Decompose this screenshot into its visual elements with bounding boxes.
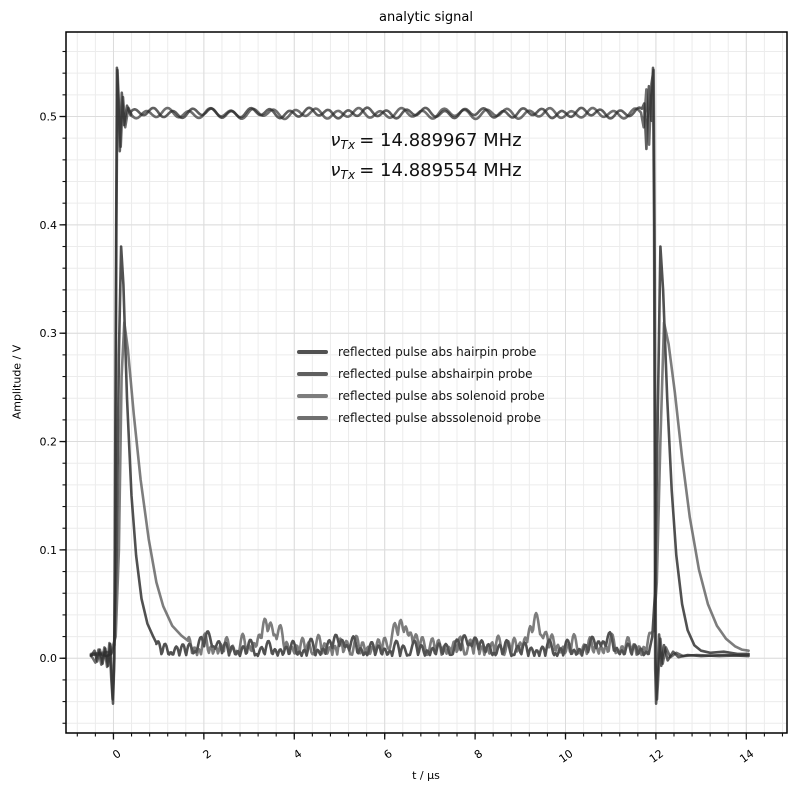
legend-line-swatch	[297, 350, 328, 354]
legend-label: reflected pulse abssolenoid probe	[338, 411, 541, 425]
y-tick-label: 0.1	[40, 544, 58, 557]
series-reflected-pulse-abshairpin-probe	[89, 66, 750, 705]
y-tick-label: 0.5	[40, 111, 58, 124]
x-tick-label: 2	[201, 747, 214, 762]
x-tick-labels: 0 2 4 6 8 10 12 14	[110, 747, 756, 766]
x-tick-label: 0	[110, 747, 123, 762]
x-tick-label: 12	[647, 747, 666, 766]
legend-item: reflected pulse abs hairpin probe	[297, 341, 545, 363]
series-reflected-pulse-abssolenoid-probe	[89, 68, 750, 701]
x-tick-label: 14	[737, 747, 756, 766]
series-paths	[89, 66, 750, 705]
chart-title: analytic signal	[379, 10, 473, 25]
y-axis-label: Amplitude / V	[10, 344, 24, 420]
plot-frame	[65, 31, 788, 734]
x-tick-label: 8	[472, 747, 485, 762]
y-tick-label: 0.4	[40, 219, 58, 232]
legend-line-swatch	[297, 372, 328, 376]
series-reflected-pulse-abs-hairpin-probe	[89, 245, 750, 658]
x-axis-label: t / µs	[412, 769, 440, 782]
x-tick-label: 4	[291, 747, 304, 762]
x-tick-label: 6	[382, 747, 395, 762]
legend-line-swatch	[297, 394, 328, 398]
legend: reflected pulse abs hairpin probe reflect…	[297, 341, 545, 429]
series-reflected-pulse-abs-solenoid-probe	[89, 321, 750, 657]
y-tick-label: 0.3	[40, 327, 58, 340]
y-tick-labels: 0.0 0.1 0.2 0.3 0.4 0.5	[40, 111, 58, 666]
legend-item: reflected pulse abssolenoid probe	[297, 407, 545, 429]
annotation-line-1: νTx = 14.889967 MHz	[330, 130, 522, 152]
y-tick-label: 0.0	[40, 652, 58, 665]
axis-ticks	[59, 50, 784, 740]
legend-item: reflected pulse abs solenoid probe	[297, 385, 545, 407]
legend-line-swatch	[297, 416, 328, 420]
legend-item: reflected pulse abshairpin probe	[297, 363, 545, 385]
legend-label: reflected pulse abs hairpin probe	[338, 345, 537, 359]
x-tick-label: 10	[557, 747, 576, 766]
y-tick-label: 0.2	[40, 436, 58, 449]
annotation-frequencies: νTx = 14.889967 MHz νTx = 14.889554 MHz	[330, 128, 521, 188]
legend-label: reflected pulse abs solenoid probe	[338, 389, 545, 403]
legend-label: reflected pulse abshairpin probe	[338, 367, 533, 381]
annotation-line-2: νTx = 14.889554 MHz	[330, 160, 522, 182]
